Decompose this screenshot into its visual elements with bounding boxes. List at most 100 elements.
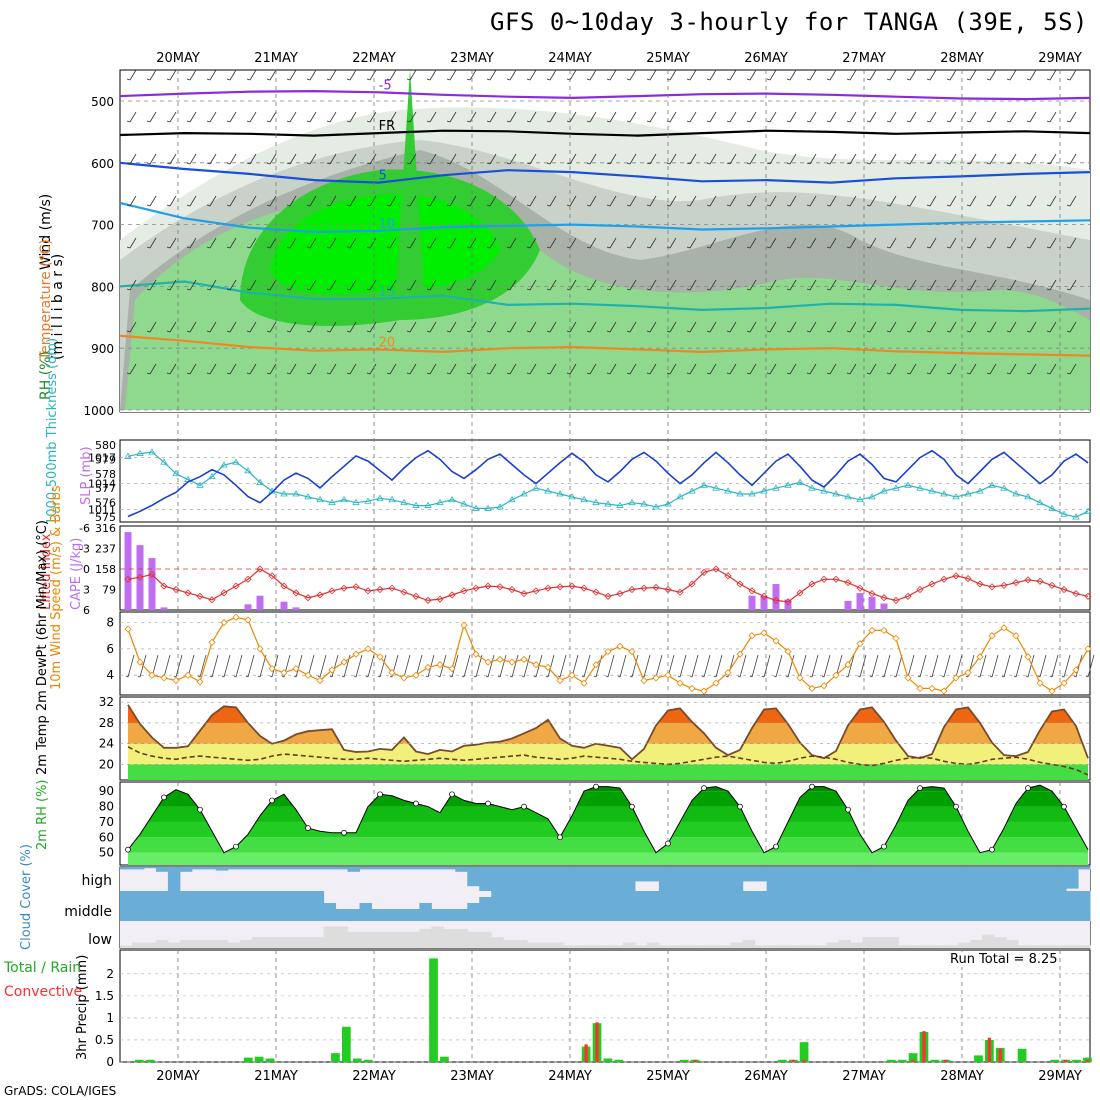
wind-speed-point (1060, 679, 1068, 687)
wind-speed-point (556, 676, 564, 685)
wind-speed-point (964, 669, 972, 677)
upper-wind-barb (626, 363, 637, 375)
cloud-cell-middle (467, 903, 480, 921)
wind-speed-point (304, 671, 312, 679)
li-point (568, 582, 576, 590)
upper-wind-barb (366, 69, 377, 81)
upper-wind-barb (226, 195, 237, 207)
thickness-point (1012, 490, 1020, 497)
cloud-cell-low (479, 931, 492, 948)
wind-speed-point (928, 684, 936, 692)
cloud-cell-middle (179, 891, 193, 921)
day-label-bottom-2: 22MAY (352, 1069, 396, 1084)
upper-wind-barb (426, 69, 437, 81)
upper-wind-barb (1066, 153, 1077, 165)
li-point (1012, 579, 1020, 587)
thickness-point (1072, 513, 1080, 520)
upper-wind-barb (986, 111, 997, 123)
upper-wind-barb (866, 237, 877, 249)
cloud-cell-high (239, 867, 253, 870)
day-label-top-9: 29MAY (1038, 51, 1082, 66)
cloud-cell-middle (634, 891, 648, 921)
upper-wind-barb (826, 279, 837, 291)
upper-wind-barb (206, 237, 217, 249)
thickness-point (436, 498, 444, 506)
upper-wind-barb (906, 111, 917, 123)
upper-wind-barb (646, 153, 657, 165)
wind-speed-point (280, 669, 288, 677)
thickness-point (352, 498, 360, 506)
upper-wind-barb (506, 111, 517, 123)
wind10m-barb (293, 654, 303, 678)
upper-wind-barb (746, 69, 757, 81)
upper-wind-barb (866, 321, 877, 333)
cloud-cell-high (227, 867, 241, 870)
upper-wind-barb (266, 195, 277, 207)
rh-point (269, 797, 275, 804)
thickness-point (964, 490, 972, 497)
li-tick--3: -3 (79, 543, 90, 556)
thickness-point (1048, 504, 1056, 511)
upper-wind-barb (186, 153, 197, 165)
cloud-cell-low (227, 942, 241, 948)
wind10m-barb (1013, 654, 1023, 678)
precip-ylabel: 3hr Precip (mm) (75, 955, 90, 1060)
temp-tick-28: 28 (99, 716, 114, 730)
li-point (808, 580, 816, 588)
wind10m-barb (677, 654, 687, 678)
cloud-cell-middle (682, 891, 696, 921)
precip-total-bar (614, 1059, 624, 1062)
cloud-cell-low (251, 937, 265, 948)
wind10m-barb (689, 654, 699, 678)
cloud-level-middle: middle (64, 904, 112, 920)
li-point (652, 583, 660, 592)
cloud-cell-high (862, 867, 875, 891)
cloud-cell-high (898, 867, 911, 891)
pressure-tick-1000: 1000 (83, 404, 114, 418)
upper-wind-barb (606, 363, 617, 375)
cloud-cell-low (766, 945, 780, 948)
cloud-cell-middle (766, 891, 780, 921)
precip-total-bar (679, 1059, 689, 1062)
cloud-cell-middle (299, 891, 313, 921)
thickness-point (544, 487, 552, 494)
isotherm-3 (119, 201, 1091, 234)
cloud-cell-middle (658, 891, 672, 921)
cloud-cell-high (886, 867, 899, 891)
upper-wind-barb (446, 237, 457, 249)
precip-total-bar (908, 1053, 918, 1062)
thickness-point (628, 498, 636, 506)
rh-point (881, 843, 887, 850)
cloud-cell-middle (191, 891, 205, 921)
li-point (328, 587, 336, 595)
upper-wind-barb (1026, 321, 1037, 333)
cape-tick-316: 316 (95, 522, 116, 535)
upper-wind-barb (326, 153, 337, 165)
upper-wind-barb (386, 279, 397, 291)
cloud-cell-middle (443, 909, 456, 921)
cloud-cell-middle (730, 891, 744, 921)
thickness-point (1024, 493, 1032, 500)
li-point (292, 589, 300, 597)
upper-wind-barb (186, 69, 197, 81)
wind10m-barb (197, 654, 207, 678)
li-point (928, 580, 936, 588)
cloud-cell-high (718, 867, 732, 891)
li-point (916, 585, 924, 594)
upper-wind-barb (466, 321, 477, 333)
wind10m-barb (857, 654, 867, 678)
cloud-cell-low (982, 934, 995, 948)
wind10m-barb (1049, 654, 1059, 678)
upper-wind-barb (666, 153, 677, 165)
thickness-point (676, 493, 684, 500)
cloud-cell-low (407, 931, 420, 948)
upper-wind-barb (846, 195, 857, 207)
cloud-cell-middle (275, 891, 289, 921)
upper-wind-barb (546, 363, 557, 375)
upper-wind-barb (666, 69, 677, 81)
upper-wind-barb (406, 363, 417, 375)
cloud-cell-low (395, 931, 408, 948)
cloud-cell-low (718, 945, 732, 948)
cloud-cell-high (742, 867, 756, 882)
upper-wind-barb (206, 111, 217, 123)
